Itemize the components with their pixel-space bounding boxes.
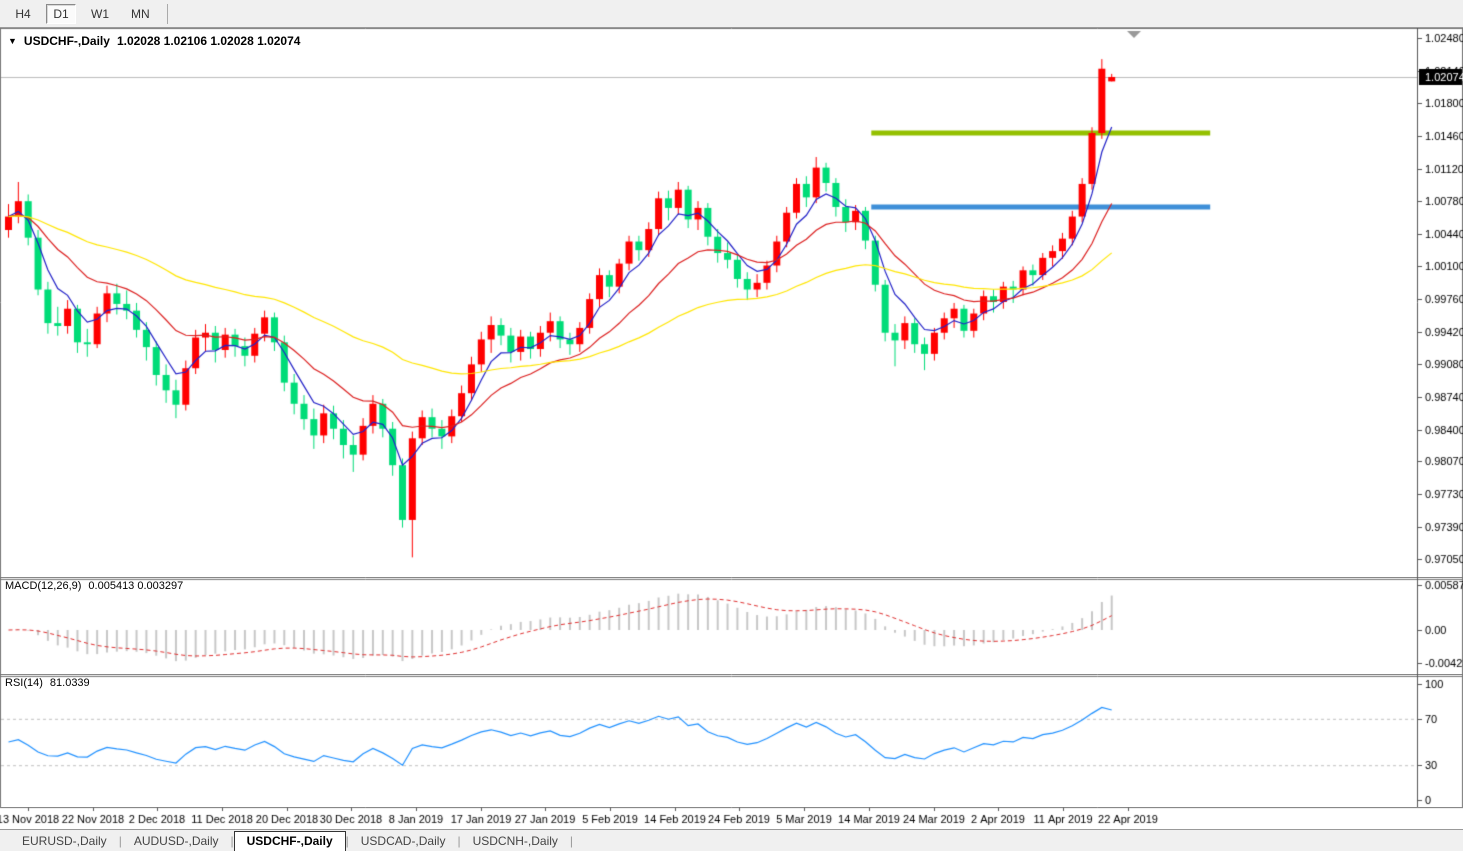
rsi-value: 81.0339 (49, 677, 90, 689)
chart-title-ohlc: 1.02028 1.02106 1.02028 1.02074 (116, 34, 301, 48)
chart-title-symbol: USDCHF-,Daily (23, 34, 110, 48)
timeframe-button-d1[interactable]: D1 (46, 3, 76, 24)
tab-separator: | (569, 834, 574, 848)
timeframe-button-w1[interactable]: W1 (84, 4, 116, 24)
tab-separator: | (345, 834, 349, 848)
chart-title: ▼ USDCHF-,Daily 1.02028 1.02106 1.02028 … (8, 34, 300, 48)
price-chart-canvas[interactable] (0, 28, 1463, 577)
rsi-name: RSI(14) (5, 677, 43, 689)
chart-title-arrow-icon: ▼ (8, 36, 17, 46)
tab-separator: | (457, 834, 461, 848)
date-axis (0, 807, 1463, 829)
macd-name: MACD(12,26,9) (5, 580, 82, 592)
tab-separator: | (118, 834, 122, 848)
macd-values: 0.005413 0.003297 (88, 580, 184, 592)
tab-eurusd-daily[interactable]: EURUSD-,Daily (22, 834, 107, 848)
macd-panel-canvas[interactable] (0, 577, 1463, 674)
macd-label: MACD(12,26,9) 0.005413 0.003297 (5, 580, 183, 592)
toolbar-separator (166, 3, 168, 24)
timeframe-button-mn[interactable]: MN (124, 4, 157, 24)
date-axis-canvas[interactable] (0, 807, 1463, 829)
rsi-panel: RSI(14) 81.0339 (0, 674, 1463, 807)
rsi-panel-canvas[interactable] (0, 674, 1463, 807)
chart-tab-bar: EURUSD-,Daily | AUDUSD-,Daily | USDCHF-,Dail… (0, 829, 1463, 851)
tab-separator: | (230, 834, 234, 848)
tab-usdcad-daily[interactable]: USDCAD-,Daily (360, 834, 446, 848)
timeframe-button-h4[interactable]: H4 (8, 4, 38, 24)
tab-usdchf-daily[interactable]: USDCHF-,Daily (233, 831, 346, 851)
macd-panel: MACD(12,26,9) 0.005413 0.003297 (0, 577, 1463, 674)
price-panel: ▼ USDCHF-,Daily 1.02028 1.02106 1.02028 … (0, 28, 1463, 577)
tab-audusd-daily[interactable]: AUDUSD-,Daily (133, 834, 219, 848)
tab-usdcnh-daily[interactable]: USDCNH-,Daily (472, 834, 558, 848)
rsi-label: RSI(14) 81.0339 (5, 677, 90, 689)
chart-area: ▼ USDCHF-,Daily 1.02028 1.02106 1.02028 … (0, 28, 1463, 829)
timeframe-toolbar: H4 D1 W1 MN (0, 0, 1463, 28)
